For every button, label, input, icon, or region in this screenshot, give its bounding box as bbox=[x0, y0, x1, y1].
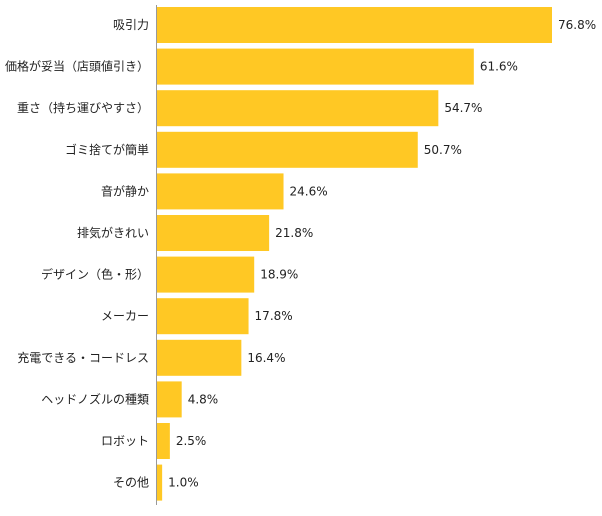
value-label: 1.0% bbox=[168, 476, 199, 490]
category-label: 吸引力 bbox=[113, 18, 149, 32]
category-label: その他 bbox=[113, 476, 149, 490]
category-label: ヘッドノズルの種類 bbox=[41, 391, 149, 406]
category-label: ロボット bbox=[101, 434, 149, 448]
bar bbox=[157, 464, 163, 501]
category-label: 排気がきれい bbox=[77, 225, 149, 240]
value-label: 18.9% bbox=[260, 268, 298, 282]
bar bbox=[157, 90, 439, 127]
bar bbox=[157, 131, 418, 168]
value-label: 16.4% bbox=[247, 351, 285, 365]
category-label: 価格が妥当（店頭値引き） bbox=[5, 59, 149, 74]
category-label: 充電できる・コードレス bbox=[17, 350, 149, 365]
value-label: 54.7% bbox=[444, 101, 482, 115]
category-label: デザイン（色・形） bbox=[41, 267, 149, 282]
category-label: メーカー bbox=[101, 309, 149, 323]
bar bbox=[157, 173, 284, 210]
value-label: 24.6% bbox=[290, 184, 328, 198]
bar bbox=[157, 381, 182, 418]
bar bbox=[157, 339, 242, 376]
bar bbox=[157, 215, 270, 251]
value-label: 50.7% bbox=[424, 143, 462, 157]
value-label: 21.8% bbox=[275, 226, 313, 240]
value-label: 17.8% bbox=[255, 309, 293, 323]
value-label: 61.6% bbox=[480, 60, 518, 74]
category-label: ゴミ捨てが簡単 bbox=[65, 142, 149, 157]
value-label: 76.8% bbox=[558, 18, 596, 32]
value-label: 4.8% bbox=[188, 392, 219, 406]
value-label: 2.5% bbox=[176, 434, 207, 448]
bar bbox=[157, 256, 255, 293]
category-label: 音が静か bbox=[101, 183, 149, 198]
bar bbox=[157, 423, 170, 459]
bar bbox=[157, 7, 552, 43]
value-labels-group: 76.8% 61.6% 54.7% 50.7% 24.6% 21.8% 18.9% 17.8%… bbox=[168, 18, 596, 490]
bar bbox=[157, 48, 474, 85]
category-label: 重さ（持ち運びやすさ） bbox=[17, 100, 149, 115]
bar bbox=[157, 298, 249, 335]
bars-group bbox=[157, 7, 552, 501]
